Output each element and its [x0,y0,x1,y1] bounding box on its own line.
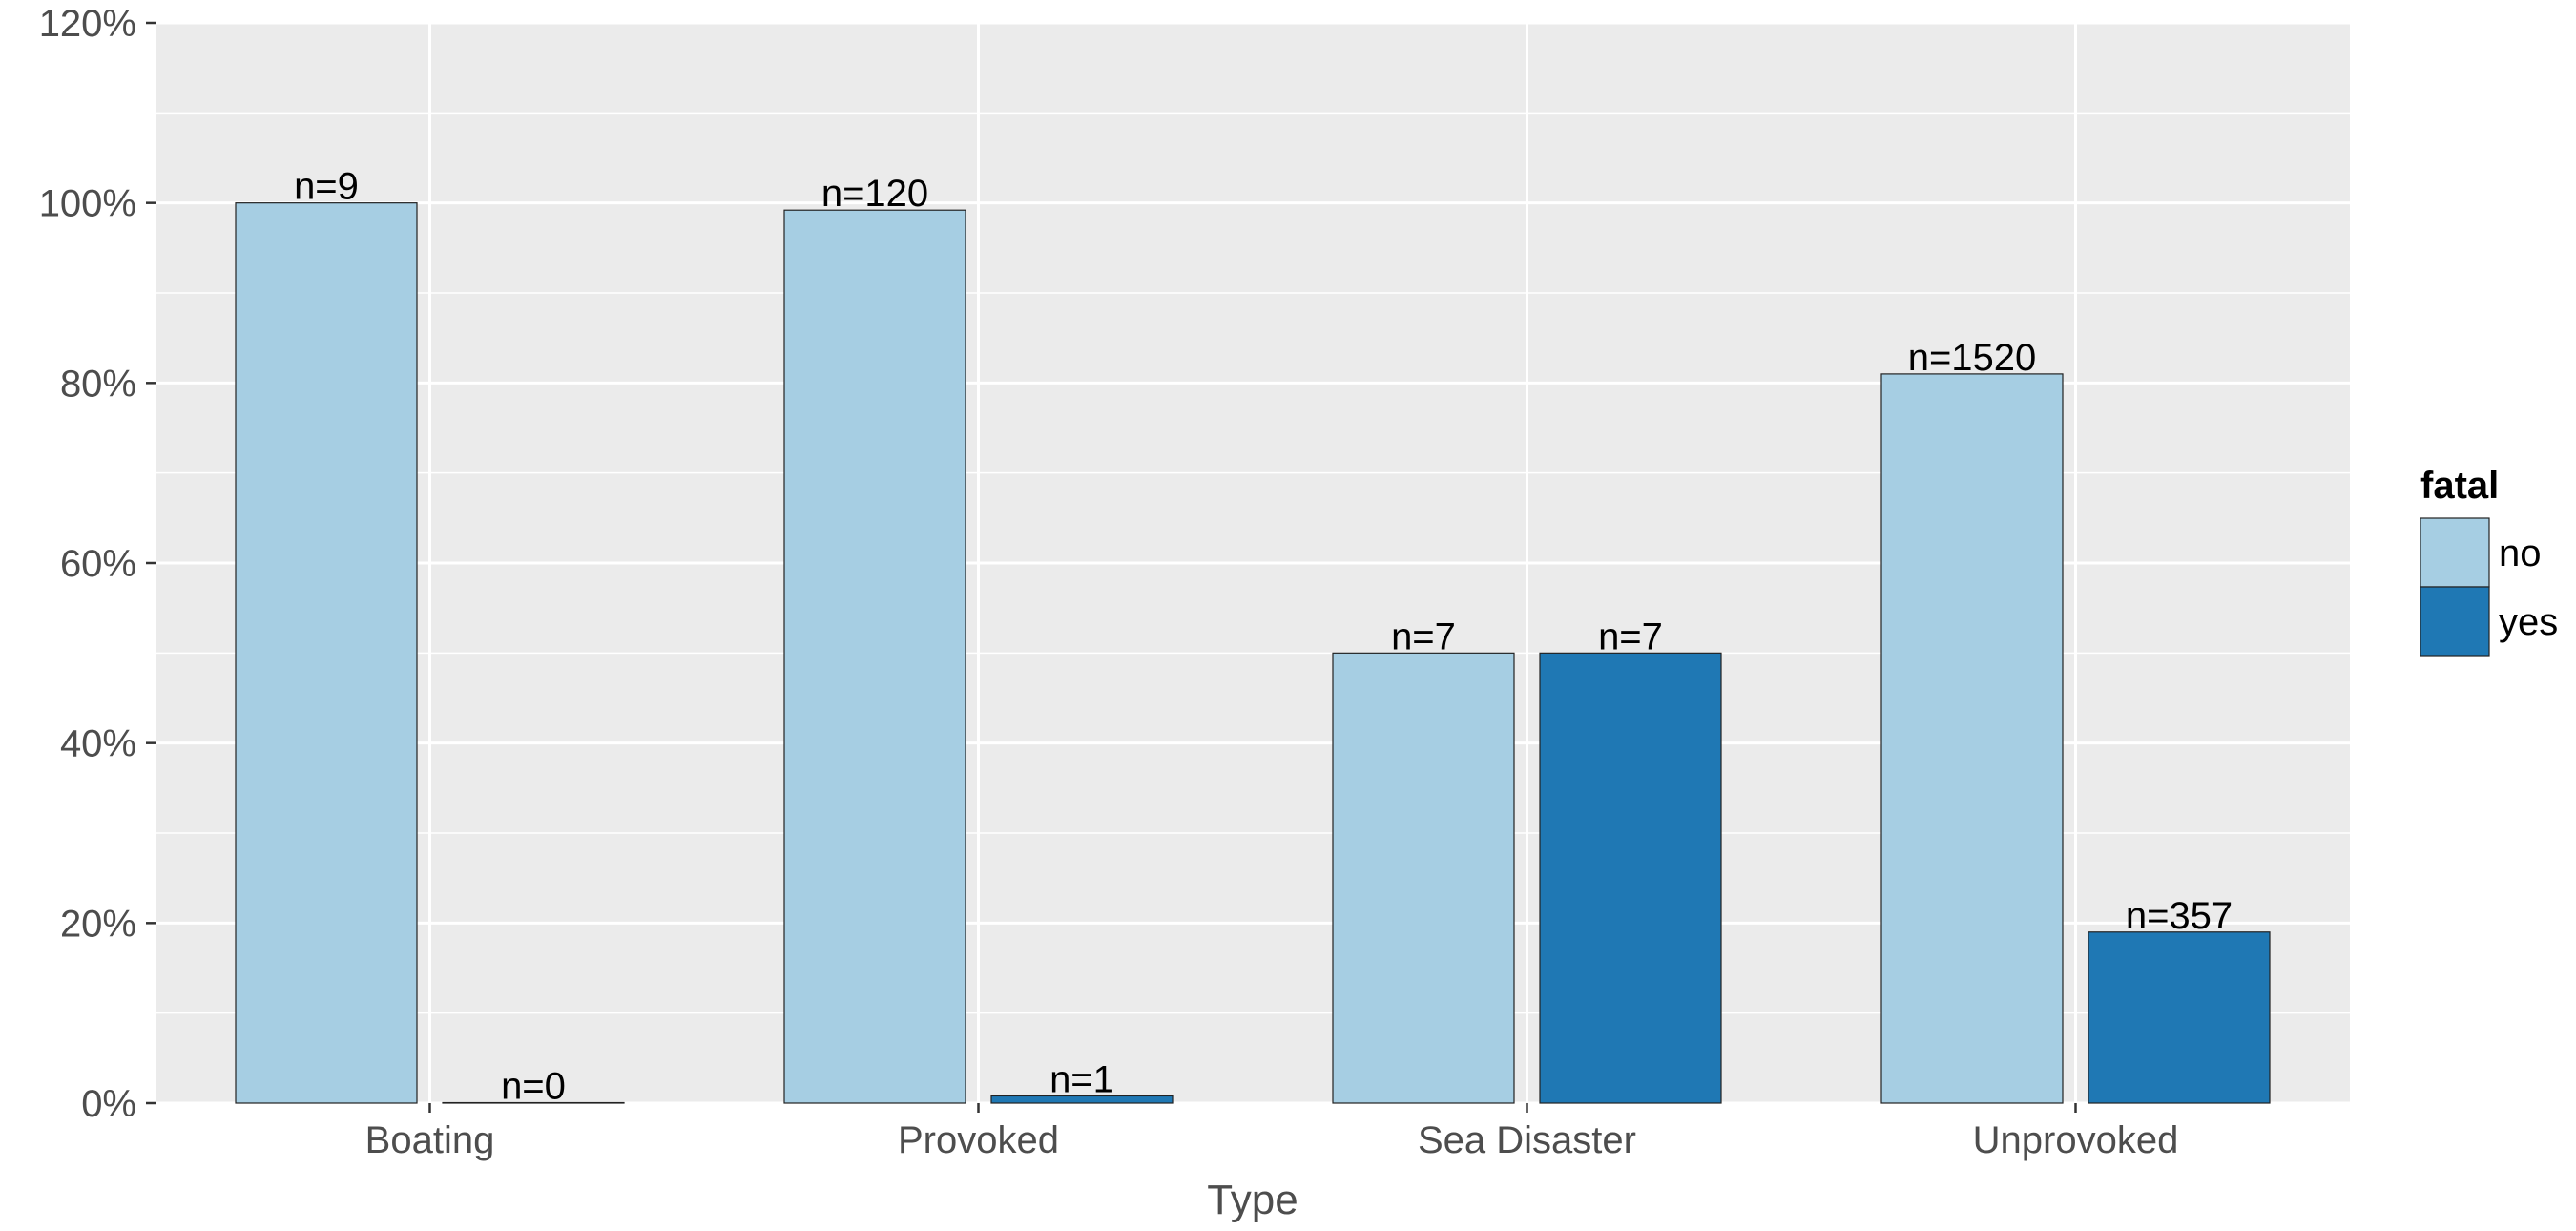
x-tick-label: Boating [365,1119,495,1161]
x-axis: Boating Provoked Sea Disaster Unprovoked [365,1103,2179,1161]
bar-yes-2 [1539,652,1722,1104]
bar-no-3 [1880,373,2064,1104]
x-tick-label: Unprovoked [1973,1119,2179,1161]
bar-no-1 [783,209,966,1104]
bar-yes-0 [442,1101,625,1104]
y-tick-label: 100% [39,183,136,225]
bar-no-2 [1332,652,1515,1104]
x-tick-label: Sea Disaster [1418,1119,1636,1161]
bar-label-yes-1: n=1 [1049,1058,1114,1100]
bar-label-no-3: n=1520 [1908,337,2037,379]
bar-labels: n=9 n=120 n=7 n=1520 n=0 n=1 n=7 n=357 [294,166,2233,1108]
y-axis: 0% 20% 40% 60% 80% 100% 120% [39,3,156,1125]
x-tick-label: Provoked [898,1119,1059,1161]
y-tick-label: 40% [60,723,136,765]
legend-title: fatal [2420,465,2499,507]
bar-label-yes-0: n=0 [501,1066,566,1108]
x-axis-title: Type [1207,1177,1298,1223]
legend-label-no: no [2499,532,2542,574]
bar-label-no-0: n=9 [294,166,359,208]
y-tick-label: 80% [60,363,136,405]
y-tick-label: 0% [81,1083,136,1125]
y-tick-label: 60% [60,543,136,585]
legend-key-no [2420,517,2490,588]
bars [235,202,2271,1104]
bar-no-0 [235,202,418,1104]
bar-label-yes-2: n=7 [1598,616,1663,657]
legend-key-yes [2420,586,2490,657]
legend-label-yes: yes [2499,601,2558,643]
bar-yes-3 [2088,931,2271,1104]
bar-label-yes-3: n=357 [2126,895,2233,937]
legend: fatal no yes [2420,465,2558,657]
y-tick-label: 20% [60,903,136,945]
bar-label-no-2: n=7 [1391,616,1456,657]
bar-label-no-1: n=120 [821,173,928,215]
bar-yes-1 [990,1095,1174,1104]
y-tick-label: 120% [39,3,136,45]
